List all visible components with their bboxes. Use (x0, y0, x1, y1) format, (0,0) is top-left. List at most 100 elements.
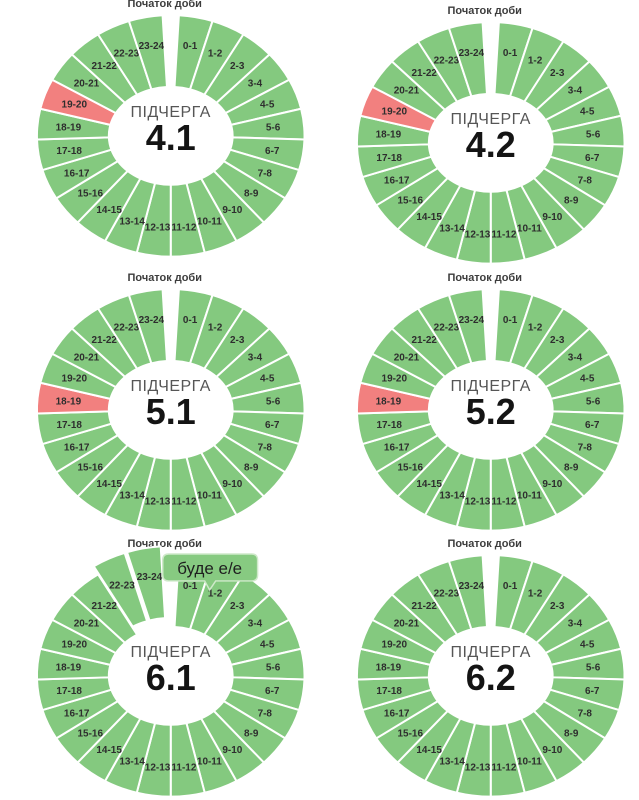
hour-label-22-23: 22-23 (433, 55, 459, 66)
chart-cell-5.2: Початок доби 0-1 1-2 2-3 3-4 4-5 5-6 6-7 7-8 8-9 9… (320, 267, 639, 534)
tooltip-bubble (161, 553, 259, 592)
hour-label-20-21: 20-21 (74, 79, 100, 90)
donut-chart-4.1: Початок доби 0-1 1-2 2-33-4 4-5 5-6 6-7 7-8 8-99… (36, 0, 306, 258)
chart-title: Початок доби (447, 538, 521, 550)
hour-label-8-9: 8-9 (244, 189, 259, 200)
hour-label-8-9: 8-9 (563, 462, 578, 473)
hour-label-8-9: 8-9 (244, 729, 259, 740)
hour-label-7-8: 7-8 (577, 709, 592, 720)
hour-label-20-21: 20-21 (74, 619, 100, 630)
hour-label-2-3: 2-3 (230, 602, 245, 613)
hour-label-21-22: 21-22 (411, 68, 437, 79)
hour-label-19-20: 19-20 (381, 640, 407, 651)
hour-label-21-22: 21-22 (411, 602, 437, 613)
hour-label-9-10: 9-10 (542, 745, 562, 756)
hour-label-22-23: 22-23 (114, 322, 140, 333)
hour-label-4-5: 4-5 (260, 373, 275, 384)
hour-label-12-13: 12-13 (464, 496, 490, 507)
hour-label-11-12: 11-12 (171, 763, 196, 774)
center-queue-label: ПІДЧЕРГА (131, 104, 211, 121)
hour-label-14-15: 14-15 (96, 745, 122, 756)
hour-label-7-8: 7-8 (258, 168, 273, 179)
hour-label-13-14: 13-14 (119, 490, 145, 501)
hour-label-22-23: 22-23 (109, 581, 135, 592)
hour-label-11-12: 11-12 (491, 763, 516, 774)
hour-label-13-14: 13-14 (119, 217, 145, 228)
hour-slice-22-23[interactable] (92, 552, 149, 628)
hour-label-3-4: 3-4 (567, 86, 582, 97)
hour-label-19-20: 19-20 (62, 99, 88, 110)
hour-slice-23-24[interactable] (447, 21, 488, 98)
hour-label-21-22: 21-22 (91, 335, 117, 346)
hour-label-21-22: 21-22 (411, 335, 437, 346)
chart-cell-4.1: Початок доби 0-1 1-2 2-3 3-4 4-5 5-6 6-7 7-8 8-9 9… (0, 0, 320, 267)
hour-label-6-7: 6-7 (265, 420, 280, 431)
hour-label-16-17: 16-17 (383, 709, 409, 720)
hour-label-9-10: 9-10 (542, 212, 562, 223)
hour-slice-23-24[interactable] (447, 554, 488, 631)
hour-label-7-8: 7-8 (258, 442, 273, 453)
hour-label-20-21: 20-21 (393, 352, 419, 363)
hour-label-6-7: 6-7 (585, 686, 600, 697)
hour-label-2-3: 2-3 (550, 602, 565, 613)
hour-slice-23-24[interactable] (127, 14, 168, 91)
donut-chart-5.2: Початок доби 0-1 1-2 2-33-4 4-5 5-6 6-7 7-8 8-99… (355, 272, 625, 532)
hour-label-5-6: 5-6 (585, 396, 600, 407)
hour-label-1-2: 1-2 (527, 55, 542, 66)
hour-label-18-19: 18-19 (56, 396, 82, 407)
hour-label-20-21: 20-21 (393, 619, 419, 630)
hour-label-2-3: 2-3 (550, 335, 565, 346)
hour-label-18-19: 18-19 (375, 129, 401, 140)
hour-label-10-11: 10-11 (197, 490, 222, 501)
hour-label-0-1: 0-1 (502, 48, 517, 59)
hour-label-12-13: 12-13 (145, 496, 171, 507)
tooltip-text: буде е/е (177, 559, 242, 578)
hour-label-16-17: 16-17 (64, 442, 90, 453)
hour-label-2-3: 2-3 (550, 68, 565, 79)
hour-label-1-2: 1-2 (527, 589, 542, 600)
hour-label-23-24: 23-24 (139, 315, 165, 326)
hour-label-6-7: 6-7 (585, 420, 600, 431)
hour-label-11-12: 11-12 (171, 222, 196, 233)
hour-label-4-5: 4-5 (260, 640, 275, 651)
hour-label-19-20: 19-20 (62, 640, 88, 651)
hour-label-7-8: 7-8 (577, 175, 592, 186)
hour-label-10-11: 10-11 (197, 757, 222, 768)
hour-label-16-17: 16-17 (383, 442, 409, 453)
hour-label-22-23: 22-23 (433, 589, 459, 600)
center-queue-value: 6.2 (465, 657, 515, 698)
hour-label-8-9: 8-9 (563, 729, 578, 740)
hour-label-20-21: 20-21 (393, 86, 419, 97)
chart-cell-5.1: Початок доби 0-1 1-2 2-3 3-4 4-5 5-6 6-7 7-8 8-9 9… (0, 267, 320, 534)
hour-slice-23-24[interactable] (447, 287, 488, 364)
hour-label-5-6: 5-6 (585, 129, 600, 140)
hour-label-3-4: 3-4 (567, 619, 582, 630)
hour-label-23-24: 23-24 (458, 48, 484, 59)
hour-label-12-13: 12-13 (464, 229, 490, 240)
hour-label-0-1: 0-1 (502, 581, 517, 592)
hour-label-3-4: 3-4 (567, 352, 582, 363)
hour-label-5-6: 5-6 (266, 396, 281, 407)
hour-label-7-8: 7-8 (577, 442, 592, 453)
donut-chart-4.2: Початок доби 0-1 1-2 2-33-4 4-5 5-6 6-7 7-8 8-99… (355, 5, 625, 265)
hour-label-14-15: 14-15 (96, 479, 122, 490)
tooltip: буде е/е (161, 553, 259, 592)
hour-label-3-4: 3-4 (248, 619, 263, 630)
hour-slice-21-22[interactable] (70, 573, 139, 645)
hour-label-15-16: 15-16 (397, 196, 423, 207)
hour-label-21-22: 21-22 (91, 61, 117, 72)
hour-label-1-2: 1-2 (527, 322, 542, 333)
hour-label-13-14: 13-14 (439, 757, 465, 768)
hour-label-17-18: 17-18 (56, 146, 82, 157)
hour-label-6-7: 6-7 (265, 146, 280, 157)
hour-slice-23-24[interactable] (126, 545, 167, 622)
chart-title: Початок доби (128, 0, 202, 10)
chart-title: Початок доби (447, 272, 521, 284)
hour-label-22-23: 22-23 (114, 48, 140, 59)
hour-label-10-11: 10-11 (516, 490, 541, 501)
hour-label-15-16: 15-16 (78, 189, 104, 200)
hour-label-1-2: 1-2 (208, 322, 223, 333)
hour-slice-23-24[interactable] (127, 287, 168, 364)
hour-label-9-10: 9-10 (222, 205, 242, 216)
hour-label-4-5: 4-5 (260, 99, 275, 110)
